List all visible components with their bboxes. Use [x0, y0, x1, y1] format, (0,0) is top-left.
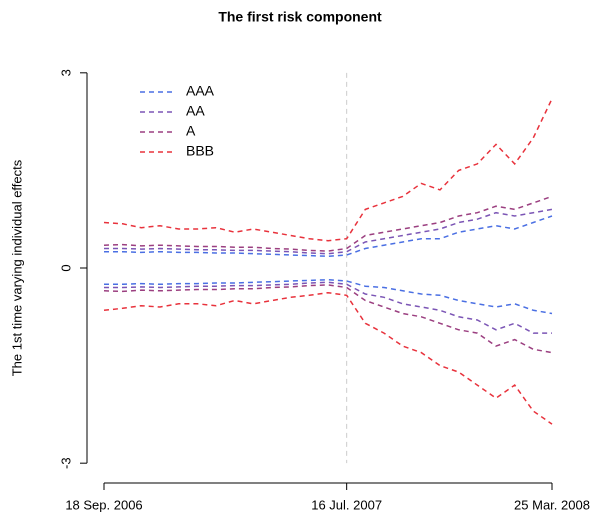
- series-line: [103, 98, 553, 242]
- series-line: [104, 281, 552, 334]
- y-axis-label: The 1st time varying individual effects: [9, 159, 24, 376]
- y-tick-label: -3: [58, 457, 73, 469]
- legend-label: BBB: [186, 143, 214, 159]
- series-line: [104, 215, 553, 258]
- y-tick-label: 3: [58, 69, 73, 76]
- x-tick-label: 25 Mar. 2008: [514, 497, 590, 512]
- series-line: [104, 278, 553, 315]
- chart-title: The first risk component: [218, 9, 382, 25]
- x-tick-label: 18 Sep. 2006: [65, 497, 142, 512]
- series-line: [103, 284, 553, 354]
- series-line: [103, 195, 553, 252]
- legend-label: AA: [186, 103, 205, 119]
- x-tick-label: 16 Jul. 2007: [311, 497, 382, 512]
- legend-label: A: [186, 123, 196, 139]
- series-line: [103, 291, 553, 425]
- y-tick-label: 0: [58, 264, 73, 271]
- legend-label: AAA: [186, 83, 215, 99]
- series-line: [104, 208, 553, 255]
